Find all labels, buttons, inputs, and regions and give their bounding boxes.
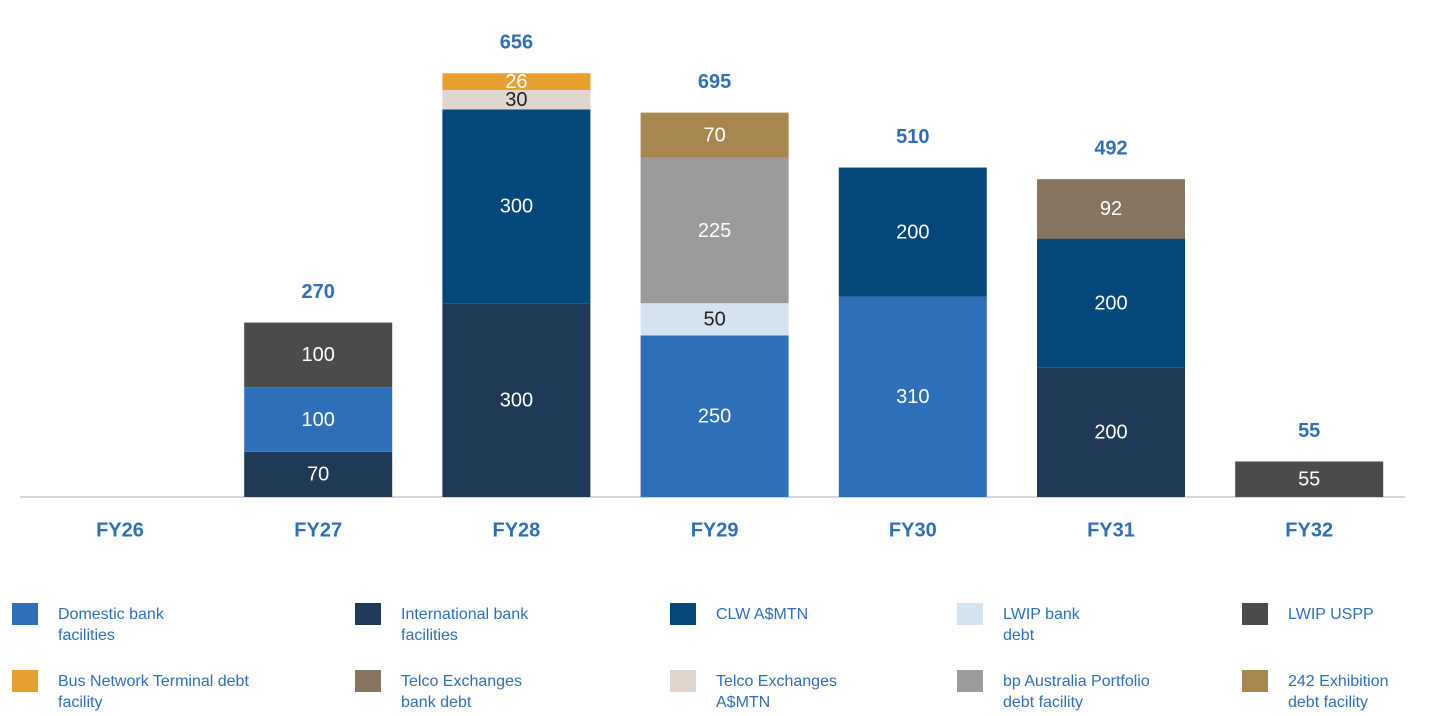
value-label: 92 (1100, 198, 1122, 220)
bar-segment (442, 90, 591, 110)
value-label: 300 (500, 196, 533, 218)
value-label: 200 (896, 221, 929, 243)
bar-segment (1037, 238, 1185, 368)
value-label: 70 (307, 464, 329, 486)
legend-swatch (670, 603, 696, 625)
bar-segment (442, 303, 591, 497)
legend-swatch (957, 670, 983, 692)
value-label: 26 (505, 71, 527, 93)
x-tick-label: FY27 (294, 519, 342, 541)
x-tick-label: FY26 (96, 519, 144, 541)
total-label: 492 (1094, 137, 1127, 159)
legend-label: LWIP USPP (1288, 606, 1374, 623)
legend-item: International bank facilities (355, 603, 561, 646)
bar-segment (640, 335, 789, 497)
legend-label: LWIP bank debt (1003, 606, 1080, 644)
legend-item: CLW A$MTN (670, 603, 836, 625)
legend-swatch (355, 670, 381, 692)
legend-item: Telco Exchanges bank debt (355, 670, 561, 713)
legend-item: Bus Network Terminal debt facility (12, 670, 258, 713)
legend-label: bp Australia Portfolio debt facility (1003, 673, 1150, 711)
legend-swatch (1242, 603, 1268, 625)
legend-swatch (670, 670, 696, 692)
x-tick-label: FY28 (492, 519, 540, 541)
value-label: 30 (505, 89, 527, 111)
legend-item: 242 Exhibition debt facility (1242, 670, 1418, 713)
value-label: 200 (1094, 422, 1127, 444)
total-label: 510 (896, 126, 929, 148)
legend-swatch (355, 603, 381, 625)
value-label: 100 (302, 409, 335, 431)
x-tick-label: FY31 (1087, 519, 1135, 541)
legend-label: CLW A$MTN (716, 606, 809, 623)
bar-segment (244, 387, 393, 452)
total-label: 270 (302, 281, 335, 303)
legend-label: 242 Exhibition debt facility (1288, 673, 1389, 711)
bar-segment (442, 109, 591, 304)
legend-swatch (1242, 670, 1268, 692)
legend-label: Telco Exchanges A$MTN (716, 673, 837, 711)
value-label: 100 (302, 344, 335, 366)
value-label: 55 (1298, 469, 1320, 491)
bar-segment (838, 167, 987, 297)
legend-label: International bank facilities (401, 606, 529, 644)
bar-segment (244, 322, 393, 388)
legend-swatch (12, 670, 38, 692)
value-label: 200 (1094, 292, 1127, 314)
value-label: 50 (703, 309, 725, 331)
bar-segment (442, 73, 591, 91)
total-label: 656 (500, 32, 533, 54)
legend-label: Bus Network Terminal debt facility (58, 673, 249, 711)
value-label: 310 (896, 386, 929, 408)
bar-segment (1037, 179, 1185, 239)
value-label: 70 (703, 125, 725, 147)
legend-item: bp Australia Portfolio debt facility (957, 670, 1183, 713)
bar-segment (1037, 367, 1185, 497)
legend-item: Telco Exchanges A$MTN (670, 670, 866, 713)
total-label: 55 (1298, 420, 1320, 442)
legend-label: Domestic bank facilities (58, 606, 164, 644)
value-label: 300 (500, 389, 533, 411)
bar-segment (640, 303, 789, 336)
x-tick-label: FY32 (1285, 519, 1333, 541)
legend-item: LWIP USPP (1242, 603, 1408, 625)
value-label: 250 (698, 406, 731, 428)
bar-segment (640, 112, 789, 158)
bar-segment (838, 296, 987, 497)
bar-segment (640, 157, 789, 304)
legend-item: LWIP bank debt (957, 603, 1103, 646)
value-label: 225 (698, 220, 731, 242)
legend-swatch (12, 603, 38, 625)
legend-label: Telco Exchanges bank debt (401, 673, 522, 711)
legend-swatch (957, 603, 983, 625)
bar-segment (1235, 461, 1384, 497)
legend-item: Domestic bank facilities (12, 603, 208, 646)
bar-segment (244, 451, 393, 497)
x-tick-label: FY29 (691, 519, 739, 541)
x-tick-label: FY30 (889, 519, 937, 541)
total-label: 695 (698, 71, 731, 93)
